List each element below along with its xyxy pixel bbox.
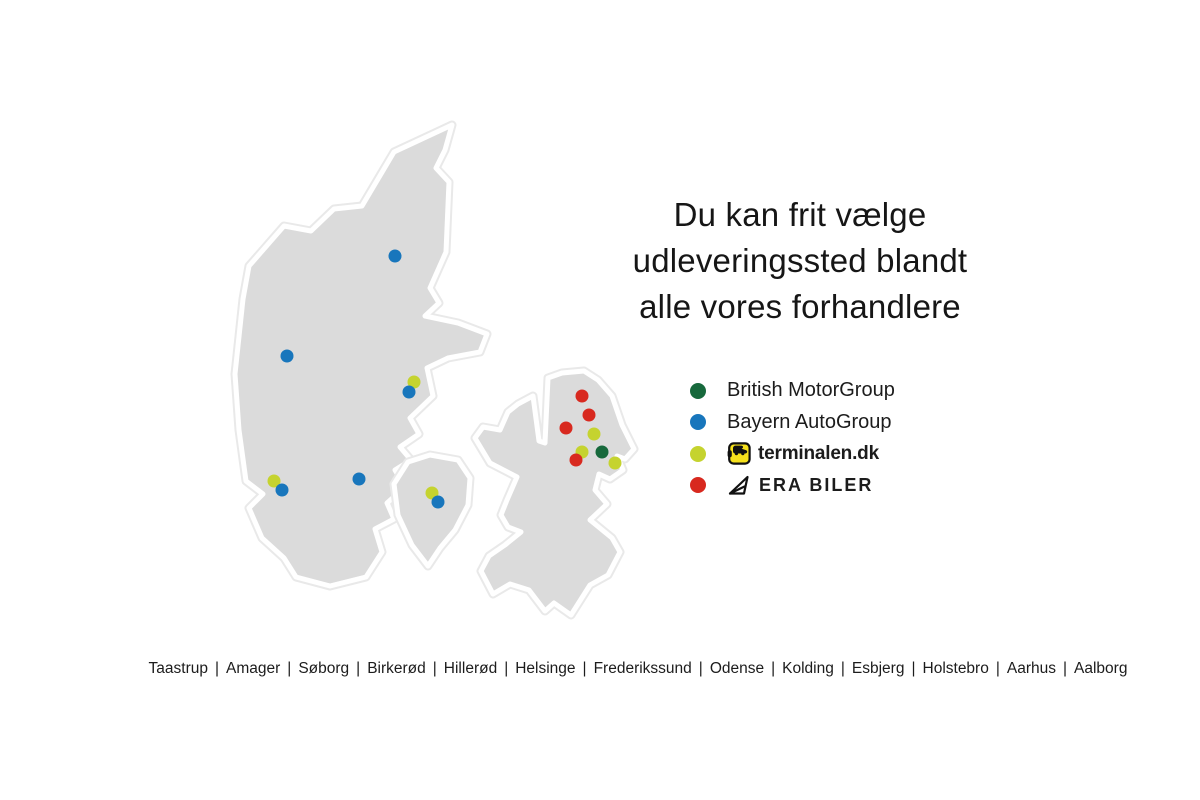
- map-dot-birkerød-terminalen: [587, 427, 601, 441]
- page-title-line-1: Du kan frit vælge: [673, 196, 927, 233]
- city-separator: |: [582, 660, 587, 677]
- city-name-amager: Amager: [226, 660, 281, 677]
- city-separator: |: [1063, 660, 1068, 677]
- page-title-line-2: udleveringssted blandt: [632, 242, 968, 279]
- city-name-aarhus: Aarhus: [1006, 660, 1056, 677]
- bayern-autogroup-dot-icon: [690, 414, 706, 431]
- map-dot-esbjerg-bayern: [275, 483, 289, 497]
- city-separator: |: [771, 660, 776, 677]
- legend-label-era-biler: ERA BILER: [759, 474, 874, 495]
- region-jutland: [230, 120, 492, 591]
- map-dot-amager-terminalen: [608, 456, 622, 470]
- page-title-line-3: alle vores forhandlere: [639, 288, 961, 325]
- city-separator: |: [995, 660, 1000, 677]
- city-separator: |: [287, 660, 292, 677]
- city-separator: |: [432, 660, 437, 677]
- map-dot-frederikssund-era: [559, 421, 573, 435]
- terminalen-dot-icon: [690, 445, 706, 462]
- map-dot-aarhus-bayern: [402, 385, 416, 399]
- legend-label-british-motorgroup: British MotorGroup: [727, 379, 895, 402]
- legend-item-era-biler: ERA BILER: [690, 470, 895, 502]
- british-motorgroup-dot-icon: [690, 382, 706, 399]
- map-dots: [267, 249, 622, 509]
- region-funen: [389, 450, 475, 571]
- map-dot-helsinge-era: [575, 389, 589, 403]
- map-dot-esbjerg-terminalen: [267, 474, 281, 488]
- city-name-odense: Odense: [709, 660, 765, 677]
- city-name-kolding: Kolding: [782, 660, 834, 677]
- legend-label-bayern-autogroup: Bayern AutoGroup: [727, 410, 892, 433]
- city-name-frederikssund: Frederikssund: [593, 660, 692, 677]
- page-title: Du kan frit vælge udleveringssted blandt…: [600, 192, 1000, 330]
- city-name-taastrup: Taastrup: [148, 660, 208, 677]
- map-dot-holstebro-bayern: [280, 349, 294, 363]
- map-dot-odense-bayern: [431, 495, 445, 509]
- city-name-holstebro: Holstebro: [922, 660, 989, 677]
- city-name-søborg: Søborg: [298, 660, 350, 677]
- map-dot-aarhus-terminalen: [407, 375, 421, 389]
- legend-item-british-motorgroup: British MotorGroup: [690, 375, 895, 407]
- legend-item-terminalen: terminalen.dk: [690, 438, 895, 470]
- city-name-esbjerg: Esbjerg: [851, 660, 905, 677]
- era-biler-dot-icon: [690, 477, 706, 494]
- city-name-hillerød: Hillerød: [443, 660, 498, 677]
- map-dot-søborg-british: [595, 445, 609, 459]
- city-separator: |: [911, 660, 916, 677]
- legend: British MotorGroup Bayern AutoGroup term…: [690, 375, 895, 501]
- city-separator: |: [698, 660, 703, 677]
- region-zealand: [470, 366, 639, 620]
- city-separator: |: [504, 660, 509, 677]
- city-name-helsinge: Helsinge: [515, 660, 576, 677]
- city-name-birkerød: Birkerød: [367, 660, 426, 677]
- city-separator: |: [356, 660, 361, 677]
- legend-label-terminalen: terminalen.dk: [758, 442, 879, 464]
- city-separator: |: [840, 660, 845, 677]
- map-dot-kolding-bayern: [352, 472, 366, 486]
- legend-item-bayern-autogroup: Bayern AutoGroup: [690, 407, 895, 439]
- city-list: Taastrup | Amager | Søborg | Birkerød | Hillerød…: [76, 660, 1200, 678]
- terminalen-logo-icon: [727, 442, 751, 465]
- city-name-aalborg: Aalborg: [1074, 660, 1128, 677]
- era-biler-logo-icon: [727, 474, 752, 497]
- map-dot-taastrup-era: [569, 453, 583, 467]
- city-separator: |: [214, 660, 219, 677]
- map-dot-hillerød-era: [582, 408, 596, 422]
- map-dot-aalborg-bayern: [388, 249, 402, 263]
